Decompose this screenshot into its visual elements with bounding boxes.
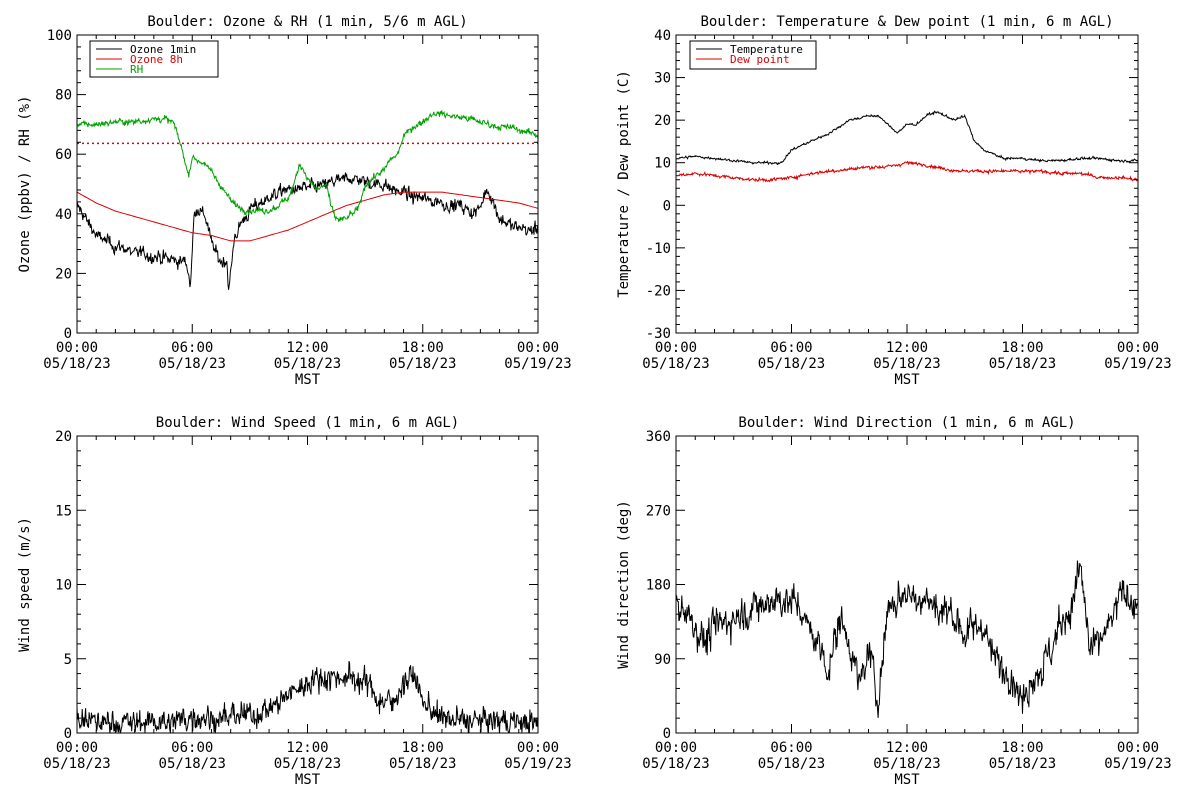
y-tick-label: -30 [646,326,671,342]
y-tick-label: 5 [64,652,72,668]
legend-box [689,40,817,70]
x-tick-date-label: 05/18/23 [989,356,1056,372]
y-tick-label: 0 [64,726,72,742]
plot-frame [76,34,539,334]
y-tick-label: 100 [47,28,72,44]
series-line-2 [676,160,1138,183]
x-tick-date-label: 05/19/23 [1104,356,1171,372]
plot-frame [675,435,1139,734]
y-axis-label: Wind direction (deg) [616,500,632,669]
x-axis-label: MST [894,372,920,388]
y-tick-label: 270 [646,503,671,519]
legend-label: Dew point [730,53,790,66]
legend-label: RH [130,63,143,76]
x-tick-date-label: 05/18/23 [159,756,226,772]
plot-frame [675,34,1139,334]
x-tick-date-label: 05/18/23 [389,356,456,372]
y-tick-label: 10 [654,156,671,172]
series-line-1 [77,172,538,290]
y-tick-label: 0 [663,198,671,214]
x-tick-time-label: 18:00 [1001,740,1043,756]
y-axis-label: Temperature / Dew point (C) [616,70,632,298]
y-tick-label: 0 [663,726,671,742]
legend-label: Ozone 1min [130,43,196,56]
x-tick-time-label: 00:00 [517,340,559,356]
x-tick-date-label: 05/19/23 [1104,756,1171,772]
x-tick-date-label: 05/18/23 [758,356,825,372]
x-tick-date-label: 05/19/23 [504,356,571,372]
x-tick-time-label: 12:00 [886,340,928,356]
x-tick-time-label: 18:00 [402,740,444,756]
series-line-2 [77,191,538,242]
x-tick-date-label: 05/18/23 [43,756,110,772]
chart-title: Boulder: Wind Speed (1 min, 6 m AGL) [156,415,459,431]
x-axis-label: MST [295,372,321,388]
x-tick-time-label: 00:00 [56,740,98,756]
x-tick-time-label: 00:00 [655,740,697,756]
x-tick-time-label: 00:00 [56,340,98,356]
x-tick-date-label: 05/18/23 [274,356,341,372]
x-tick-time-label: 18:00 [1001,340,1043,356]
legend-label: Ozone 8h [130,53,183,66]
x-tick-date-label: 05/18/23 [758,756,825,772]
chart-title: Boulder: Temperature & Dew point (1 min,… [700,14,1113,30]
y-tick-label: 90 [654,652,671,668]
series-line-3 [77,110,538,223]
x-tick-time-label: 00:00 [1117,340,1159,356]
x-tick-time-label: 06:00 [171,340,213,356]
x-tick-time-label: 00:00 [1117,740,1159,756]
series-line-1 [676,110,1138,166]
y-tick-label: 40 [55,207,72,223]
chart-panel-1: Boulder: Ozone & RH (1 min, 5/6 m AGL) 0 2… [17,14,572,388]
y-tick-label: 30 [654,71,671,87]
y-axis-label: Wind speed (m/s) [17,517,33,652]
y-tick-label: 15 [55,503,72,519]
x-tick-time-label: 06:00 [171,740,213,756]
y-tick-label: 20 [654,113,671,129]
x-tick-date-label: 05/18/23 [873,756,940,772]
x-tick-date-label: 05/19/23 [504,756,571,772]
x-tick-time-label: 00:00 [517,740,559,756]
y-tick-label: 180 [646,578,671,594]
x-tick-date-label: 05/18/23 [873,356,940,372]
y-tick-label: 10 [55,578,72,594]
y-tick-label: -20 [646,283,671,299]
legend-label: Temperature [730,43,803,56]
y-tick-label: 360 [646,429,671,445]
y-tick-label: -10 [646,241,671,257]
x-tick-date-label: 05/18/23 [389,756,456,772]
x-tick-time-label: 18:00 [402,340,444,356]
y-tick-label: 60 [55,147,72,163]
chart-panel-4: Boulder: Wind Direction (1 min, 6 m AGL)… [616,415,1172,788]
x-axis-label: MST [295,772,321,788]
x-tick-time-label: 12:00 [286,740,328,756]
y-tick-label: 0 [64,326,72,342]
x-axis-label: MST [894,772,920,788]
x-tick-time-label: 12:00 [286,340,328,356]
chart-panel-2: Boulder: Temperature & Dew point (1 min,… [616,14,1172,388]
chart-panel-3: Boulder: Wind Speed (1 min, 6 m AGL) 0 5 10… [17,415,572,788]
x-tick-time-label: 12:00 [886,740,928,756]
chart-title: Boulder: Ozone & RH (1 min, 5/6 m AGL) [147,14,467,30]
y-tick-label: 20 [55,429,72,445]
series-line-1 [77,660,538,733]
x-tick-time-label: 06:00 [770,740,812,756]
x-tick-date-label: 05/18/23 [989,756,1056,772]
x-tick-date-label: 05/18/23 [159,356,226,372]
series-line-1 [676,560,1138,718]
y-axis-label: Ozone (ppbv) / RH (%) [17,95,33,272]
x-tick-date-label: 05/18/23 [642,756,709,772]
x-tick-date-label: 05/18/23 [43,356,110,372]
y-tick-label: 20 [55,266,72,282]
chart-title: Boulder: Wind Direction (1 min, 6 m AGL) [738,415,1075,431]
y-tick-label: 40 [654,28,671,44]
x-tick-time-label: 00:00 [655,340,697,356]
y-tick-label: 80 [55,88,72,104]
x-tick-date-label: 05/18/23 [274,756,341,772]
x-tick-date-label: 05/18/23 [642,356,709,372]
x-tick-time-label: 06:00 [770,340,812,356]
